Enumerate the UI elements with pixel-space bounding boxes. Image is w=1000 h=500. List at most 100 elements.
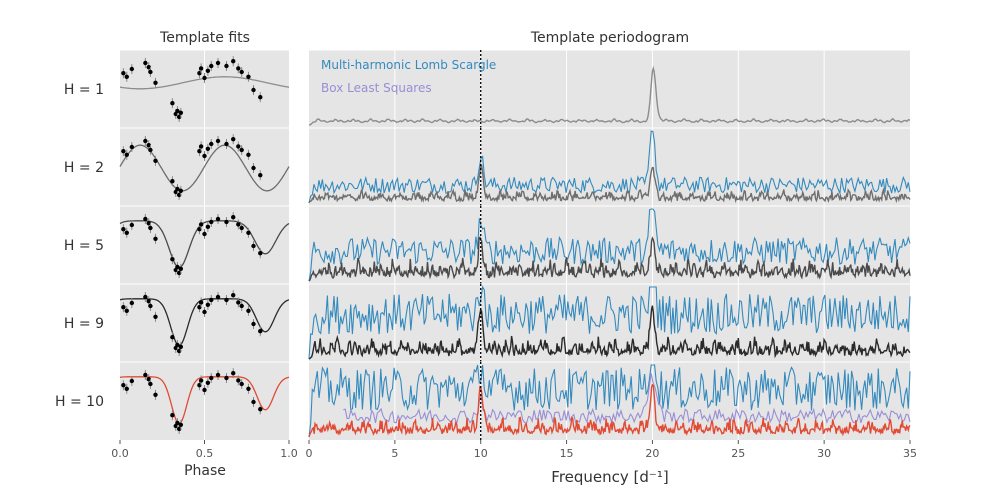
data-point xyxy=(236,66,241,71)
data-point xyxy=(124,308,129,313)
data-point xyxy=(202,75,207,81)
template-periodogram-curve xyxy=(308,65,911,126)
x-tick-label: 0.0 xyxy=(111,447,129,460)
row-label: H = 2 xyxy=(64,160,104,176)
data-point xyxy=(124,74,129,80)
data-point xyxy=(146,377,151,382)
data-point xyxy=(209,297,214,303)
data-point xyxy=(215,372,221,378)
data-point xyxy=(146,65,151,70)
data-point xyxy=(129,66,135,72)
data-point xyxy=(178,344,184,349)
data-point xyxy=(121,383,126,388)
right-panel-title: Template periodogram xyxy=(530,30,689,46)
data-point xyxy=(251,87,256,93)
x-tick-label: 20 xyxy=(645,447,659,460)
data-point xyxy=(258,251,263,256)
x-tick-label: 10 xyxy=(474,447,488,460)
data-point xyxy=(209,141,214,147)
data-point xyxy=(175,342,180,348)
data-point xyxy=(231,59,236,64)
data-point xyxy=(175,264,180,270)
data-point xyxy=(121,149,126,154)
data-point xyxy=(124,152,129,157)
data-point xyxy=(175,186,180,192)
data-point xyxy=(224,141,229,147)
data-point xyxy=(251,399,256,405)
data-point xyxy=(198,66,204,71)
data-point xyxy=(258,173,263,178)
template-periodogram-panel xyxy=(308,49,911,440)
data-point xyxy=(124,386,129,391)
data-point xyxy=(258,329,263,334)
data-point xyxy=(258,95,263,100)
data-point xyxy=(170,179,175,184)
data-point xyxy=(258,407,263,412)
x-tick-label: 30 xyxy=(817,447,831,460)
data-point xyxy=(215,294,221,300)
x-tick-label: 0 xyxy=(306,447,313,460)
mhls-curve xyxy=(308,364,911,438)
data-point xyxy=(197,227,202,232)
data-point xyxy=(143,372,148,378)
data-point xyxy=(231,293,236,298)
data-point xyxy=(178,188,184,193)
left-panel-title: Template fits xyxy=(159,30,250,46)
template-periodogram-curve xyxy=(308,236,911,282)
x-tick-label: 5 xyxy=(391,447,398,460)
data-point xyxy=(121,227,126,232)
data-point xyxy=(205,68,211,74)
data-point xyxy=(236,222,241,227)
data-point xyxy=(236,300,241,305)
data-point xyxy=(239,381,244,387)
legend-mhls-label: Multi-harmonic Lomb Scargle xyxy=(321,58,496,72)
data-point xyxy=(170,257,175,262)
data-point xyxy=(178,266,184,271)
data-point xyxy=(148,69,153,75)
data-point xyxy=(197,383,202,388)
data-point xyxy=(146,299,151,304)
data-point xyxy=(148,225,153,231)
data-point xyxy=(246,386,251,391)
data-point xyxy=(251,321,256,327)
template-periodogram-curve xyxy=(308,305,911,360)
data-point xyxy=(170,335,175,340)
data-point xyxy=(202,387,207,393)
template-fit-curve xyxy=(119,298,290,347)
data-point xyxy=(143,138,148,144)
data-point xyxy=(148,147,153,153)
x-tick-label: 15 xyxy=(560,447,574,460)
data-point xyxy=(153,236,158,241)
data-point xyxy=(209,63,214,69)
row-label: H = 10 xyxy=(55,394,104,410)
data-point xyxy=(129,144,135,150)
data-point xyxy=(129,300,135,306)
mhls-curve xyxy=(308,208,911,282)
data-point xyxy=(224,297,229,303)
data-point xyxy=(197,305,202,310)
data-point xyxy=(121,305,126,310)
mhls-curve xyxy=(308,130,911,204)
data-point xyxy=(231,371,236,376)
data-point xyxy=(202,153,207,159)
data-point xyxy=(175,108,180,114)
data-point xyxy=(251,165,256,171)
data-point xyxy=(175,420,180,426)
data-point xyxy=(205,224,211,229)
template-fit-curve xyxy=(119,144,290,192)
data-point xyxy=(143,60,148,66)
data-point xyxy=(236,144,241,149)
template-periodogram-curve xyxy=(308,164,911,204)
row-label: H = 5 xyxy=(64,238,104,254)
data-point xyxy=(246,308,251,313)
data-point xyxy=(215,138,221,144)
data-point xyxy=(205,380,211,385)
data-point xyxy=(224,63,229,69)
data-point xyxy=(209,219,214,225)
x-tick-label: 25 xyxy=(731,447,745,460)
x-tick-label: 1.0 xyxy=(280,447,298,460)
data-point xyxy=(153,80,158,86)
data-point xyxy=(176,270,182,276)
data-point xyxy=(176,348,182,354)
